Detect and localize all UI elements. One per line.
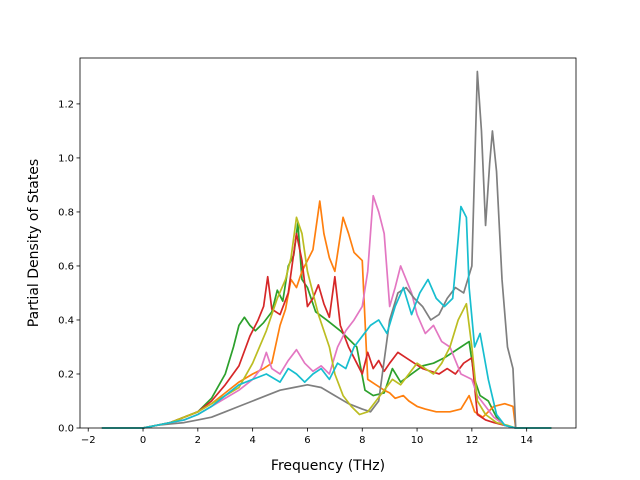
series-line-3 — [101, 232, 552, 429]
y-tick-label: 0.4 — [58, 315, 74, 326]
x-tick-label: 6 — [304, 435, 310, 446]
x-axis-label: Frequency (THz) — [271, 458, 385, 474]
y-tick-label: 0.0 — [58, 424, 74, 435]
y-tick-label: 1.0 — [58, 153, 74, 164]
x-tick-label: 0 — [140, 435, 146, 446]
x-tick-label: 2 — [195, 435, 201, 446]
x-tick-label: 14 — [520, 435, 533, 446]
x-axis-ticks: −2 0 2 4 6 8 10 12 14 — [81, 428, 533, 446]
y-tick-label: 0.6 — [58, 261, 74, 272]
x-tick-label: 12 — [466, 435, 479, 446]
series-line-7 — [101, 205, 552, 429]
series-line-2 — [101, 200, 552, 429]
x-tick-label: −2 — [81, 435, 96, 446]
y-axis-label: Partial Density of States — [26, 159, 42, 327]
x-tick-label: 10 — [411, 435, 424, 446]
y-tick-label: 0.8 — [58, 207, 74, 218]
series-layer — [101, 70, 552, 429]
series-line-4 — [101, 194, 552, 429]
y-tick-label: 0.2 — [58, 369, 74, 380]
plot-frame — [79, 57, 577, 429]
series-line-1 — [101, 221, 552, 429]
x-tick-label: 8 — [359, 435, 365, 446]
y-tick-label: 1.2 — [58, 99, 74, 110]
y-axis-ticks: 0.0 0.2 0.4 0.6 0.8 1.0 1.2 — [58, 99, 80, 435]
series-line-5 — [101, 70, 552, 429]
x-tick-label: 4 — [249, 435, 255, 446]
